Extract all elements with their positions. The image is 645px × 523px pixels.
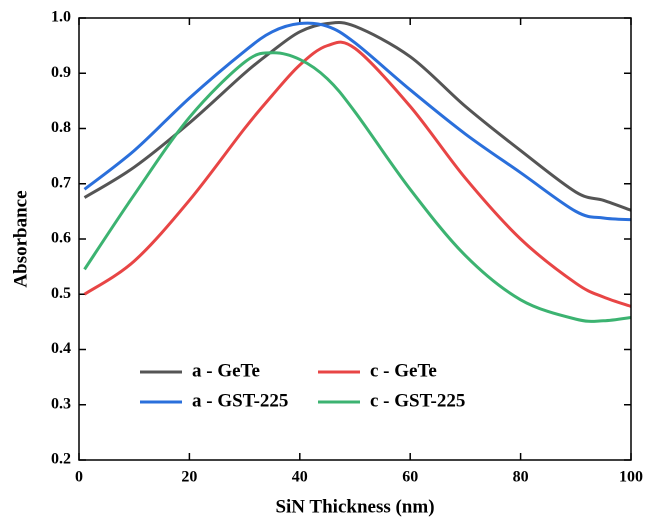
legend-label: a - GeTe <box>192 360 260 381</box>
x-tick-label: 80 <box>513 469 529 486</box>
y-tick-label: 0.3 <box>51 395 71 412</box>
y-tick-label: 0.7 <box>51 174 71 191</box>
series-line <box>83 20 632 212</box>
x-tick-label: 60 <box>402 469 418 486</box>
y-tick-label: 0.5 <box>51 285 71 302</box>
series-line <box>83 51 632 323</box>
y-tick-label: 0.9 <box>51 64 71 81</box>
legend-label: a - GST-225 <box>192 390 288 411</box>
y-tick-label: 0.2 <box>51 451 71 468</box>
series-line <box>83 40 632 308</box>
x-tick-label: 0 <box>75 469 83 486</box>
series-line <box>83 21 632 222</box>
y-tick-label: 1.0 <box>51 9 71 26</box>
y-tick-label: 0.8 <box>51 119 71 136</box>
y-axis-label: Absorbance <box>10 190 31 287</box>
x-tick-label: 40 <box>292 469 308 486</box>
x-tick-label: 20 <box>181 469 197 486</box>
legend-label: c - GST-225 <box>370 390 465 411</box>
y-tick-label: 0.4 <box>51 340 71 357</box>
x-axis-label: SiN Thickness (nm) <box>275 496 434 517</box>
x-tick-label: 100 <box>619 469 643 486</box>
y-tick-label: 0.6 <box>51 230 71 247</box>
legend-label: c - GeTe <box>370 360 437 381</box>
plot-frame <box>78 17 632 461</box>
